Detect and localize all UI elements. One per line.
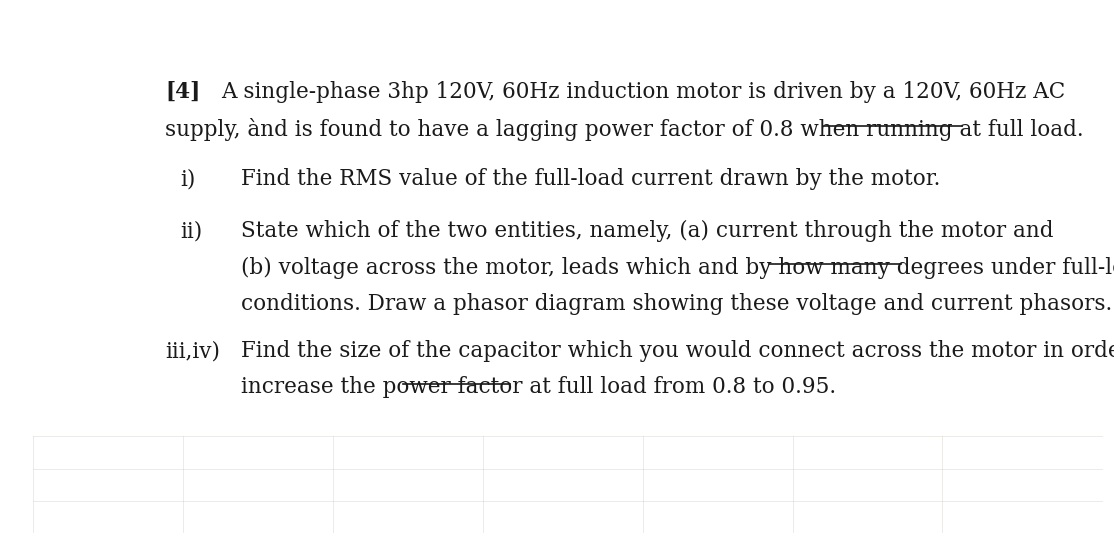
- Text: ii): ii): [180, 221, 203, 242]
- Text: i): i): [180, 168, 196, 190]
- Text: Find the size of the capacitor which you would connect across the motor in order: Find the size of the capacitor which you…: [241, 340, 1114, 362]
- Text: [4]: [4]: [165, 81, 201, 103]
- Text: A single-phase 3hp 120V, 60Hz induction motor is driven by a 120V, 60Hz AC: A single-phase 3hp 120V, 60Hz induction …: [222, 81, 1065, 103]
- Text: iii,iv): iii,iv): [165, 340, 221, 362]
- Text: (b) voltage across the motor, leads which and by how many degrees under full-loa: (b) voltage across the motor, leads whic…: [241, 257, 1114, 279]
- Text: State which of the two entities, namely, (a) current through the motor and: State which of the two entities, namely,…: [241, 221, 1054, 243]
- Text: increase the power factor at full load from 0.8 to 0.95.: increase the power factor at full load f…: [241, 377, 837, 399]
- Text: supply, ànd is found to have a lagging power factor of 0.8 when running at full : supply, ànd is found to have a lagging p…: [165, 118, 1084, 141]
- Text: Find the RMS value of the full-load current drawn by the motor.: Find the RMS value of the full-load curr…: [241, 168, 940, 190]
- Text: conditions. Draw a phasor diagram showing these voltage and current phasors.: conditions. Draw a phasor diagram showin…: [241, 293, 1113, 315]
